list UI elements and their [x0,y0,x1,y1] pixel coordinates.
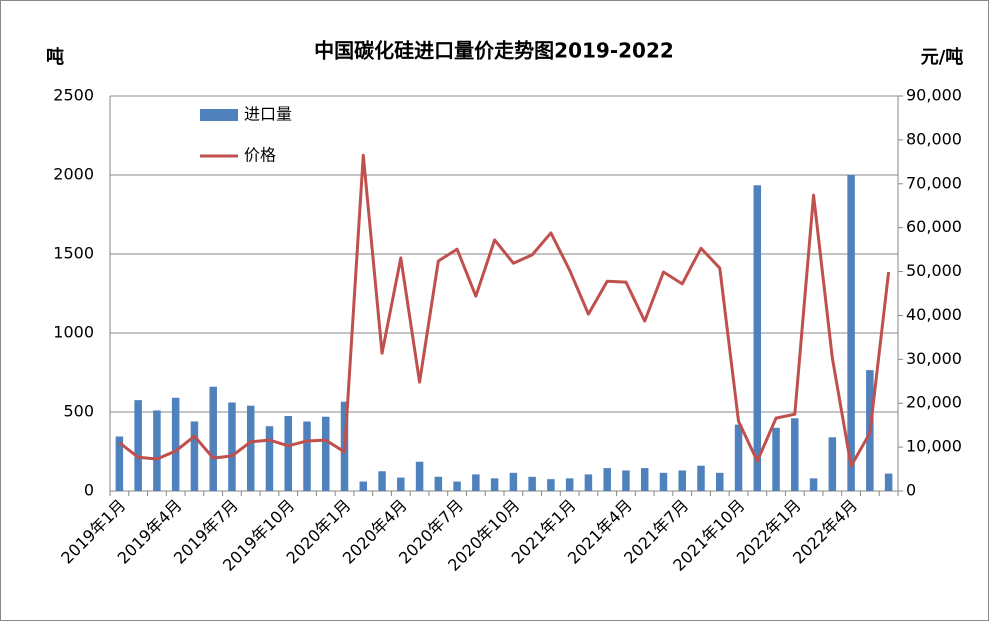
bar [359,481,368,491]
y-axis-title: 吨 [46,46,64,68]
bar [284,415,292,491]
y2-tick-label: 20,000 [906,393,962,412]
bar [828,437,837,491]
bar [509,472,518,491]
bar [115,436,124,491]
bar [678,470,686,491]
legend-label: 价格 [244,146,276,165]
bar [228,402,236,491]
y2-tick-label: 60,000 [906,217,962,236]
bar [171,397,180,491]
bar [190,421,199,491]
bar [734,424,743,491]
y-tick-label: 0 [84,481,94,500]
bar [565,478,574,491]
bar [640,468,649,491]
y2-tick-label: 30,000 [906,349,962,368]
legend-swatch [200,109,238,121]
bar [246,405,255,491]
bar [322,416,330,491]
y2-tick-label: 80,000 [906,129,962,148]
bar [490,478,499,491]
bar [547,479,555,491]
bar [209,386,217,491]
legend-label: 进口量 [244,105,292,124]
y2-tick-label: 90,000 [906,86,962,105]
y2-tick-label: 40,000 [906,305,962,324]
bar [697,465,705,491]
bar [772,427,780,491]
bar [659,472,668,491]
y2-tick-label: 50,000 [906,261,962,280]
bar [884,473,893,491]
bar [303,421,311,491]
bar [716,472,724,491]
y2-tick-label: 70,000 [906,173,962,192]
bar [753,185,762,491]
bar [265,426,274,491]
y-tick-label: 1500 [53,244,94,263]
bar [397,477,405,491]
y2-tick-label: 0 [906,481,916,500]
bar [134,400,142,491]
y-tick-label: 2000 [53,165,94,184]
y-tick-label: 500 [63,402,94,421]
chart-title: 中国碳化硅进口量价走势图2019-2022 [314,39,674,63]
y2-tick-label: 10,000 [906,437,962,456]
y2-axis-title: 元/吨 [921,46,964,68]
bar [603,468,611,491]
bar [153,410,161,491]
bar [378,471,386,491]
y-tick-label: 2500 [53,86,94,105]
bar [847,175,855,491]
y-tick-label: 1000 [53,323,94,342]
bar [415,461,424,491]
bar [584,474,593,491]
bar [791,418,799,491]
bar [809,478,818,491]
bar [472,474,480,491]
bar [453,481,461,491]
bar [622,470,630,491]
bar [528,476,536,491]
bar [434,476,443,491]
price-line [118,153,891,468]
